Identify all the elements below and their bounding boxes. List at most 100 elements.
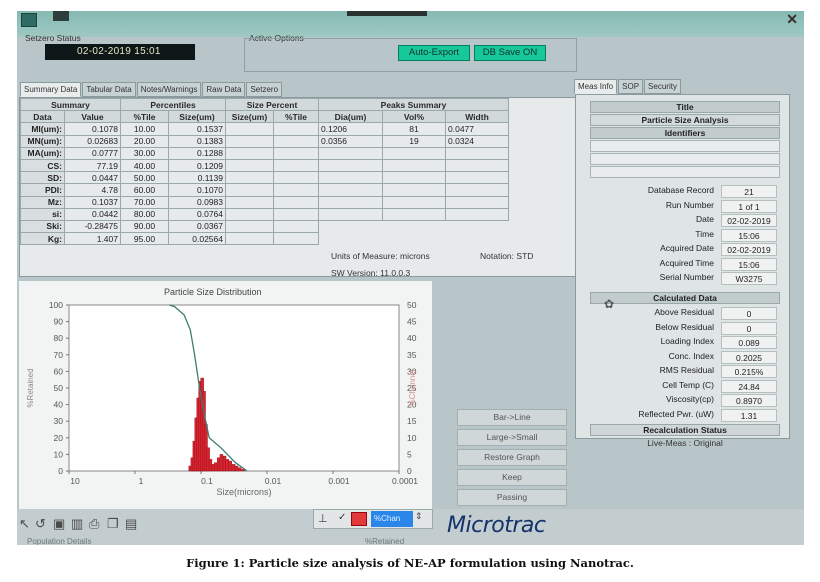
particle-size-chart[interactable]: Particle Size Distribution 100 90 80 70 60 50… xyxy=(19,281,432,509)
size-percent-cell[interactable] xyxy=(273,207,319,221)
peak-cell-dia xyxy=(318,158,383,173)
size-percent-cell[interactable] xyxy=(273,146,319,160)
arrow-icon[interactable]: ↖ xyxy=(19,516,30,531)
save-icon[interactable]: ▤ xyxy=(125,516,138,531)
distribution-bar xyxy=(231,464,236,472)
calculated-key: Reflected Pwr. (uW) xyxy=(638,408,714,419)
table-row xyxy=(318,158,509,173)
size-percent-cell[interactable] xyxy=(225,146,274,160)
distribution-bar xyxy=(219,454,224,472)
calculated-value: 1.31 xyxy=(721,408,777,422)
summary-group-header: Summary xyxy=(20,97,121,112)
passing-button[interactable]: Passing xyxy=(457,489,567,506)
size-percent-cell[interactable] xyxy=(225,134,274,148)
size-percent-cell[interactable] xyxy=(225,232,274,246)
identifier-field-3 xyxy=(590,166,780,178)
tab-sop[interactable]: SOP xyxy=(618,79,644,94)
x-axis-label: Size(microns) xyxy=(216,487,271,497)
peaks-group-header: Peaks Summary xyxy=(318,97,509,112)
series-select[interactable]: %Chan xyxy=(371,511,413,527)
peak-cell-vol: 19 xyxy=(382,134,446,148)
size-percent-cell[interactable] xyxy=(225,171,274,185)
size-percent-cell[interactable] xyxy=(273,171,319,185)
columns-icon[interactable]: ▥ xyxy=(71,516,84,531)
db-save-button[interactable]: DB Save ON xyxy=(474,45,546,61)
chart-svg: 1009080706050403020100504540353025201510… xyxy=(26,300,418,497)
y-right-tick-label: 35 xyxy=(407,350,417,360)
y-right-tick-label: 0 xyxy=(407,466,412,476)
peak-cell-width xyxy=(445,158,509,173)
table-row xyxy=(225,171,319,185)
meas-info-key: Acquired Time xyxy=(659,257,714,268)
table-row xyxy=(225,232,319,246)
peak-cell-dia xyxy=(318,171,383,185)
calculated-key: Below Residual xyxy=(655,321,714,332)
units-of-measure: Units of Measure: microns xyxy=(331,251,430,261)
bar-line-button[interactable]: Bar->Line xyxy=(457,409,567,426)
restore-graph-button[interactable]: Restore Graph xyxy=(457,449,567,466)
size-percent-cell[interactable] xyxy=(225,219,274,234)
size-percent-cell[interactable] xyxy=(273,134,319,148)
print-icon[interactable]: ⎙ xyxy=(89,516,100,531)
summary-cell-tile: 70.00 xyxy=(120,195,169,209)
gear-icon[interactable]: ✿ xyxy=(604,297,615,311)
summary-cell-label: MN(um): xyxy=(20,134,65,148)
checkmark-icon[interactable]: ✓ xyxy=(338,512,347,523)
size-percent-cell[interactable] xyxy=(273,219,319,234)
table-row xyxy=(318,171,509,185)
table-row: MI(um): 0.1078 10.00 0.1537 xyxy=(20,122,226,136)
size-percent-cell[interactable] xyxy=(273,158,319,173)
size-percent-cell[interactable] xyxy=(273,183,319,197)
table-row: MA(um): 0.0777 30.00 0.1288 xyxy=(20,146,226,160)
title-bar: ✕ xyxy=(17,11,804,37)
spinner-icon[interactable]: ⇕ xyxy=(415,511,423,521)
title-value: Particle Size Analysis xyxy=(590,114,780,126)
meas-info-key: Time xyxy=(695,228,714,239)
col-header-tile: %Tile xyxy=(120,110,169,124)
peak-cell-dia xyxy=(318,207,383,221)
calculated-key: Viscosity(cp) xyxy=(665,394,714,404)
size-percent-cell[interactable] xyxy=(273,195,319,209)
copy-icon[interactable]: ❐ xyxy=(107,516,119,531)
table-row xyxy=(225,207,319,221)
keep-button[interactable]: Keep xyxy=(457,469,567,486)
auto-export-button[interactable]: Auto-Export xyxy=(398,45,470,61)
app-icon[interactable] xyxy=(21,13,37,27)
tab-tabular-data[interactable]: Tabular Data xyxy=(82,82,136,97)
table-row: Kg: 1.407 95.00 0.02564 xyxy=(20,232,226,246)
x-tick-label: 0.01 xyxy=(265,476,282,486)
calculated-key: Loading Index xyxy=(660,336,714,346)
tab-security[interactable]: Security xyxy=(644,79,681,94)
meas-info-value: 15:06 xyxy=(721,257,777,271)
tab-summary-data[interactable]: Summary Data xyxy=(20,82,82,97)
size-percent-cell[interactable] xyxy=(225,158,274,173)
size-percent-cell[interactable] xyxy=(225,207,274,221)
tab-meas-info[interactable]: Meas Info xyxy=(574,79,618,94)
color-swatch[interactable] xyxy=(351,512,367,526)
meas-info-row: Serial Number W3275 xyxy=(596,272,780,287)
size-percent-cell[interactable] xyxy=(225,122,274,136)
undo-icon[interactable]: ↺ xyxy=(35,516,46,531)
size-percent-cell[interactable] xyxy=(273,232,319,246)
table-row xyxy=(225,158,319,173)
size-percent-cell[interactable] xyxy=(273,122,319,136)
table-row xyxy=(318,195,509,209)
summary-cell-label: Mz: xyxy=(20,195,65,209)
tab-raw-data[interactable]: Raw Data xyxy=(202,82,246,97)
size-percent-cell[interactable] xyxy=(225,195,274,209)
bar-chart-icon[interactable]: ⊥ xyxy=(318,513,328,525)
open-icon[interactable]: ▣ xyxy=(53,516,66,531)
summary-cell-value: 0.1078 xyxy=(64,122,121,136)
size-percent-cell[interactable] xyxy=(225,183,274,197)
summary-cell-tile: 60.00 xyxy=(120,183,169,197)
peak-cell-vol xyxy=(382,171,446,185)
tab-notes-warnings[interactable]: Notes/Warnings xyxy=(136,82,202,97)
identifier-field-2 xyxy=(590,153,780,165)
peak-cell-width xyxy=(445,183,509,197)
y-left-tick-label: 70 xyxy=(54,350,64,360)
close-icon[interactable]: ✕ xyxy=(786,11,798,27)
calculated-data-row: Above Residual 0 xyxy=(596,307,780,322)
large-small-button[interactable]: Large->Small xyxy=(457,429,567,446)
tab-setzero[interactable]: Setzero xyxy=(246,82,283,97)
peak-cell-dia: 0.1206 xyxy=(318,122,383,136)
